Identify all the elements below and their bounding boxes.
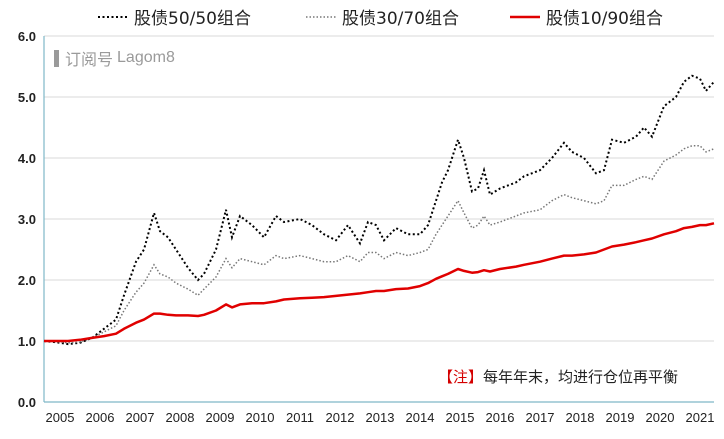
y-tick-labels: 0.0 1.0 2.0 3.0 4.0 5.0 6.0 xyxy=(18,29,36,410)
legend-swatch-30-70 xyxy=(306,15,336,18)
y-tick-label-6: 6.0 xyxy=(18,29,36,44)
legend-label-30-70: 股债30/70组合 xyxy=(342,9,459,29)
legend: 股债50/50组合 股债30/70组合 股债10/90组合 xyxy=(0,4,724,30)
series-line-2 xyxy=(44,222,715,343)
note-text: 每年年末，均进行仓位再平衡 xyxy=(483,368,679,386)
y-tick-label-5: 5.0 xyxy=(18,90,36,105)
x-tick-label-1: 2006 xyxy=(86,410,115,425)
series-line-0 xyxy=(43,74,715,346)
note-bracket: 【注】 xyxy=(438,368,484,386)
x-tick-label-16: 2021 xyxy=(686,410,715,425)
series-line-1 xyxy=(43,145,715,344)
watermark-cn: 订阅号 xyxy=(65,50,114,69)
x-tick-label-13: 2018 xyxy=(566,410,595,425)
x-tick-label-6: 2011 xyxy=(286,410,314,425)
series-lines xyxy=(43,74,715,346)
legend-label-10-90: 股债10/90组合 xyxy=(546,9,663,29)
legend-item-50-50: 股债50/50组合 xyxy=(98,4,251,29)
x-tick-label-7: 2012 xyxy=(326,410,355,425)
x-tick-label-9: 2014 xyxy=(406,410,435,425)
x-tick-label-11: 2016 xyxy=(486,410,515,425)
y-tick-label-1: 1.0 xyxy=(18,334,36,349)
watermark: 订阅号 Lagom8 xyxy=(54,46,175,70)
legend-swatch-50-50 xyxy=(98,15,128,18)
y-tick-label-0: 0.0 xyxy=(18,395,36,410)
x-tick-label-3: 2008 xyxy=(166,410,195,425)
legend-item-30-70: 股债30/70组合 xyxy=(306,4,459,29)
y-tick-label-2: 2.0 xyxy=(18,273,36,288)
y-tick-label-4: 4.0 xyxy=(18,151,36,166)
x-tick-labels: 2005 2006 2007 2008 2009 2010 2011 2012 2013 2014… xyxy=(46,410,715,425)
watermark-bar-icon xyxy=(54,49,59,67)
x-tick-label-0: 2005 xyxy=(46,410,75,425)
x-tick-label-14: 2019 xyxy=(606,410,635,425)
x-tick-label-2: 2007 xyxy=(126,410,155,425)
legend-swatch-10-90 xyxy=(510,15,540,18)
y-tick-label-3: 3.0 xyxy=(18,212,36,227)
x-tick-label-8: 2013 xyxy=(366,410,395,425)
legend-label-50-50: 股债50/50组合 xyxy=(134,9,251,29)
grid-lines xyxy=(44,35,714,342)
x-tick-label-15: 2020 xyxy=(646,410,675,425)
x-tick-label-10: 2015 xyxy=(446,410,475,425)
legend-item-10-90: 股债10/90组合 xyxy=(510,4,663,29)
rebalance-note: 【注】每年年末，均进行仓位再平衡 xyxy=(438,366,678,387)
watermark-latin: Lagom8 xyxy=(117,49,175,66)
x-tick-label-5: 2010 xyxy=(246,410,275,425)
x-tick-label-12: 2017 xyxy=(526,410,555,425)
x-tick-label-4: 2009 xyxy=(206,410,235,425)
